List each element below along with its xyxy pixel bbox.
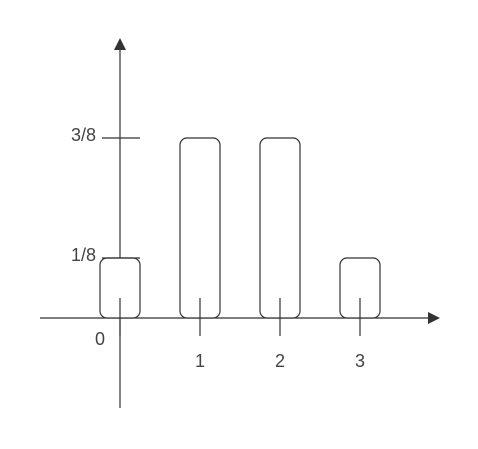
bar-1 bbox=[179, 137, 221, 319]
y-tick-label-1-8: 1/8 bbox=[71, 245, 96, 265]
x-tick-label-0: 0 bbox=[95, 329, 105, 349]
bar-2 bbox=[259, 137, 301, 319]
x-tick-label-3: 3 bbox=[355, 351, 365, 371]
y-tick-label-3-8: 3/8 bbox=[71, 125, 96, 145]
x-tick-label-1: 1 bbox=[195, 351, 205, 371]
x-tick-label-2: 2 bbox=[275, 351, 285, 371]
